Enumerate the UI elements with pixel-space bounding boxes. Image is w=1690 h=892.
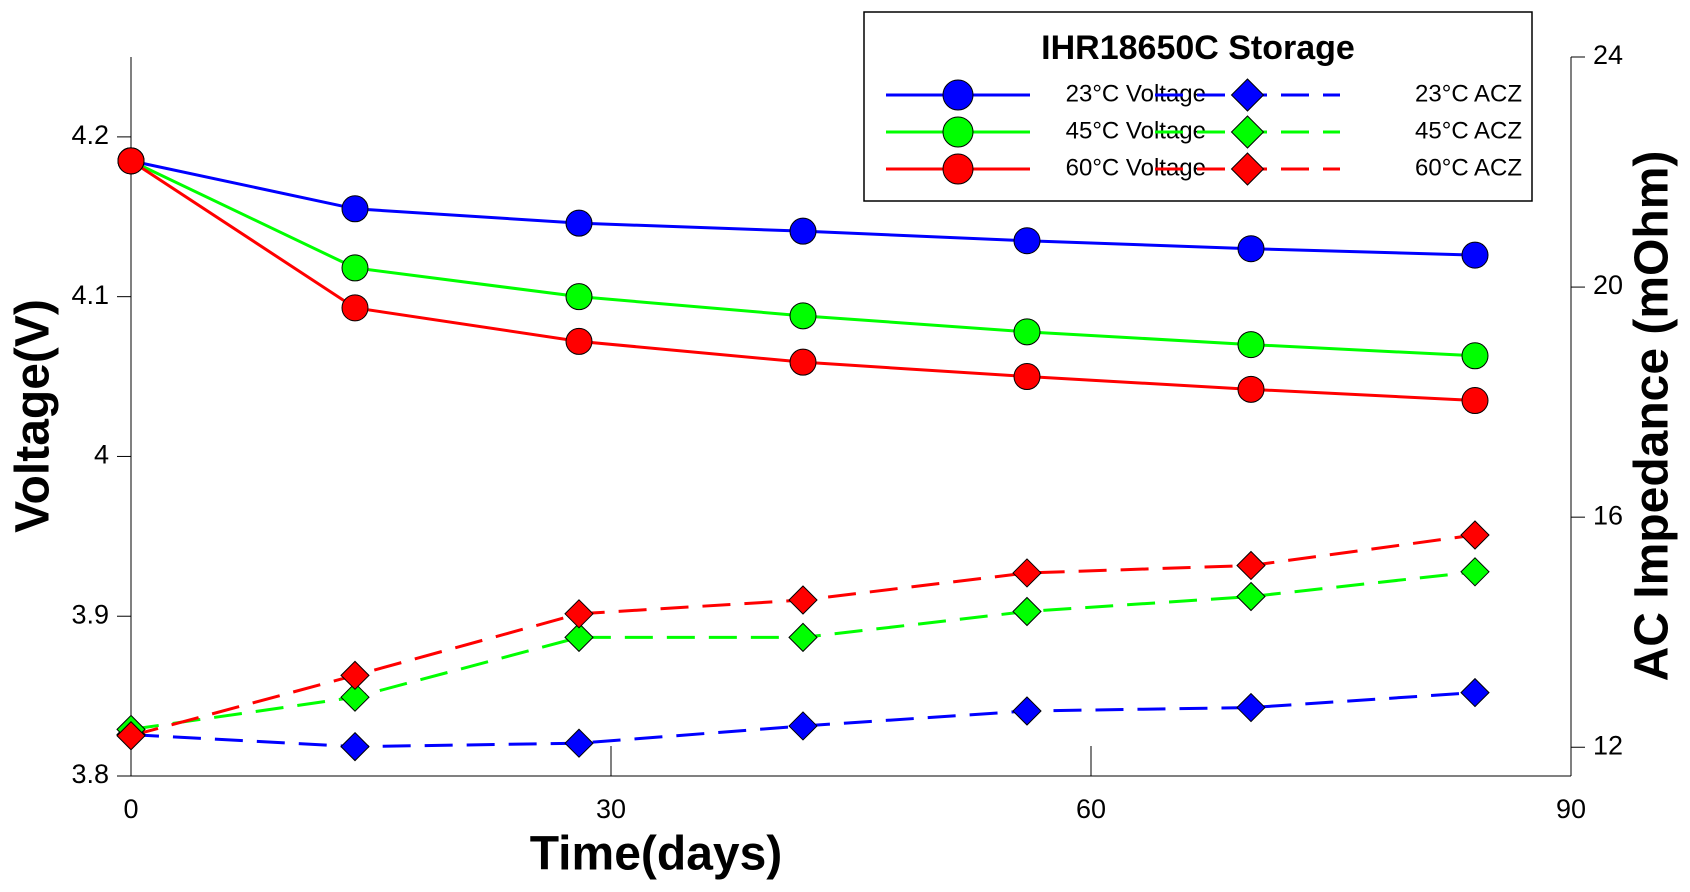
y-tick-label: 4.1 bbox=[71, 280, 109, 310]
point bbox=[789, 217, 817, 245]
point bbox=[1237, 235, 1265, 263]
point bbox=[1236, 692, 1266, 723]
x-tick-label: 0 bbox=[123, 794, 138, 824]
y-tick-label: 4 bbox=[94, 440, 109, 470]
legend-marker bbox=[1230, 78, 1265, 112]
legend-marker bbox=[1230, 115, 1265, 149]
y-tick-label: 4.2 bbox=[71, 120, 109, 150]
y2-tick-label: 24 bbox=[1593, 40, 1623, 70]
point bbox=[564, 622, 594, 653]
legend-marker bbox=[1230, 152, 1265, 186]
point bbox=[788, 585, 818, 615]
y-axis-label: Voltage(V) bbox=[7, 299, 60, 533]
point bbox=[565, 327, 593, 355]
point bbox=[1461, 342, 1489, 370]
point bbox=[1236, 581, 1266, 612]
point bbox=[341, 195, 369, 223]
point bbox=[1460, 677, 1490, 708]
point bbox=[788, 711, 818, 741]
point bbox=[1460, 557, 1490, 587]
x-tick-label: 90 bbox=[1556, 794, 1586, 824]
point bbox=[1013, 363, 1041, 391]
point bbox=[1461, 387, 1489, 415]
legend-marker bbox=[942, 79, 974, 111]
point bbox=[340, 660, 370, 691]
point bbox=[116, 721, 146, 751]
y2-axis-label: AC Impedance (mOhm) bbox=[1626, 151, 1679, 682]
x-tick-label: 60 bbox=[1076, 794, 1106, 824]
point bbox=[340, 731, 370, 762]
legend-label: 45°C Voltage bbox=[1066, 117, 1206, 144]
point bbox=[789, 348, 817, 376]
y2-tick-label: 20 bbox=[1593, 270, 1623, 300]
y2-tick-label: 16 bbox=[1593, 500, 1623, 530]
point bbox=[341, 254, 369, 282]
point bbox=[1013, 227, 1041, 255]
point bbox=[564, 728, 594, 758]
point bbox=[1237, 331, 1265, 359]
point bbox=[1012, 696, 1042, 726]
legend-title: IHR18650C Storage bbox=[1041, 29, 1355, 67]
legend-label: 45°C ACZ bbox=[1415, 117, 1522, 144]
point bbox=[789, 302, 817, 330]
point bbox=[117, 147, 145, 175]
x-axis-label: Time(days) bbox=[530, 828, 783, 881]
point bbox=[1237, 375, 1265, 403]
point bbox=[564, 599, 594, 629]
point bbox=[565, 283, 593, 311]
legend-marker bbox=[942, 153, 974, 185]
y-tick-label: 3.9 bbox=[71, 599, 109, 629]
legend-label: 60°C ACZ bbox=[1415, 154, 1522, 181]
point bbox=[1013, 318, 1041, 346]
point bbox=[341, 294, 369, 322]
legend-label: 60°C Voltage bbox=[1066, 154, 1206, 181]
y2-tick-label: 12 bbox=[1593, 730, 1623, 760]
point bbox=[1461, 241, 1489, 269]
legend-label: 23°C Voltage bbox=[1066, 80, 1206, 107]
legend-marker bbox=[942, 116, 974, 148]
point bbox=[565, 209, 593, 237]
x-tick-label: 30 bbox=[596, 794, 626, 824]
point bbox=[1012, 558, 1042, 588]
point bbox=[1460, 520, 1490, 550]
y-tick-label: 3.8 bbox=[71, 759, 109, 789]
legend-label: 23°C ACZ bbox=[1415, 80, 1522, 107]
point bbox=[340, 682, 370, 712]
point bbox=[788, 622, 818, 653]
point bbox=[1236, 550, 1266, 581]
point bbox=[1012, 596, 1042, 627]
